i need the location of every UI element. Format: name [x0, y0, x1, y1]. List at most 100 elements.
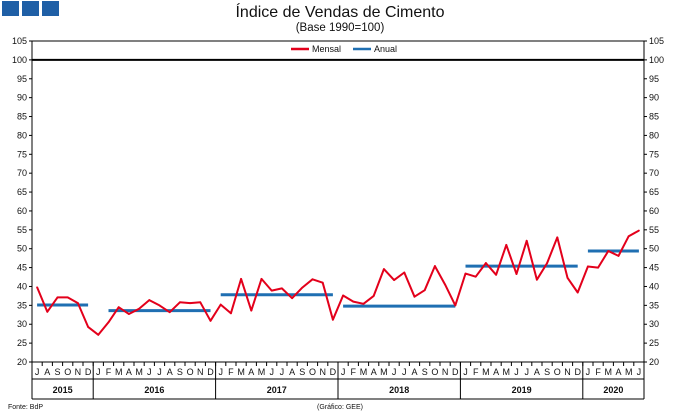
credit-note: (Gráfico: GEE) — [317, 404, 363, 411]
monthly-point — [393, 279, 395, 281]
monthly-point — [230, 312, 232, 315]
x-month-label: O — [554, 367, 561, 377]
x-month-label: S — [299, 367, 305, 377]
y-tick-label-left: 85 — [17, 112, 27, 122]
x-month-label: N — [197, 367, 204, 377]
y-tick-label-right: 20 — [649, 357, 659, 367]
monthly-point — [97, 333, 100, 336]
monthly-point — [127, 313, 130, 315]
monthly-point — [332, 318, 334, 321]
monthly-point — [536, 278, 538, 281]
x-month-label: A — [534, 367, 540, 377]
x-month-label: A — [289, 367, 295, 377]
y-tick-label-left: 65 — [17, 187, 27, 197]
monthly-point — [638, 229, 640, 232]
x-month-label: A — [167, 367, 173, 377]
monthly-point — [597, 266, 599, 269]
x-month-label: J — [341, 367, 346, 377]
x-month-label: J — [96, 367, 101, 377]
monthly-point — [546, 262, 548, 264]
monthly-point — [372, 295, 375, 297]
x-month-label: J — [402, 367, 407, 377]
monthly-point — [107, 321, 110, 324]
x-month-label: O — [187, 367, 194, 377]
y-tick-label-left: 20 — [17, 357, 27, 367]
monthly-point — [495, 273, 497, 276]
y-tick-label-right: 90 — [649, 93, 659, 103]
x-month-label: A — [248, 367, 254, 377]
y-tick-label-left: 55 — [17, 225, 27, 235]
y-tick-label-right: 65 — [649, 187, 659, 197]
monthly-point — [403, 271, 406, 274]
monthly-point — [556, 236, 559, 239]
x-month-label: A — [371, 367, 377, 377]
monthly-point — [240, 278, 243, 280]
y-tick-label-right: 40 — [649, 281, 659, 291]
x-month-label: J — [514, 367, 519, 377]
x-month-label: M — [605, 367, 613, 377]
x-month-label: J — [392, 367, 397, 377]
logo-square-2 — [22, 1, 39, 16]
chart-title: Índice de Vendas de Cimento — [235, 4, 445, 21]
x-month-label: F — [351, 367, 357, 377]
y-tick-label-right: 50 — [649, 244, 659, 254]
monthly-point — [77, 302, 79, 304]
monthly-point — [291, 297, 293, 300]
monthly-point — [270, 289, 273, 292]
x-month-label: M — [360, 367, 368, 377]
x-month-label: N — [75, 367, 82, 377]
y-tick-label-right: 85 — [649, 112, 659, 122]
legend-label: Anual — [374, 44, 397, 54]
y-tick-label-left: 95 — [17, 74, 27, 84]
y-tick-label-left: 75 — [17, 149, 27, 159]
monthly-line — [36, 229, 640, 336]
y-tick-label-right: 45 — [649, 263, 659, 273]
monthly-point — [36, 286, 38, 289]
monthly-point — [576, 291, 579, 294]
x-month-label: S — [422, 367, 428, 377]
monthly-point — [515, 273, 518, 275]
source-note: Fonte: BdP — [8, 404, 43, 411]
x-month-label: F — [228, 367, 234, 377]
monthly-point — [362, 302, 365, 305]
y-tick-label-right: 100 — [649, 55, 664, 65]
y-tick-label-left: 50 — [17, 244, 27, 254]
x-month-label: D — [207, 367, 214, 377]
x-month-label: S — [177, 367, 183, 377]
chart-subtitle: (Base 1990=100) — [295, 22, 385, 34]
x-month-label: A — [44, 367, 50, 377]
y-tick-label-left: 40 — [17, 281, 27, 291]
x-month-label: F — [595, 367, 601, 377]
x-month-label: A — [411, 367, 417, 377]
x-month-label: M — [503, 367, 511, 377]
x-month-label: M — [115, 367, 123, 377]
monthly-point — [352, 300, 355, 303]
x-year-label: 2019 — [512, 385, 532, 395]
y-tick-label-left: 100 — [12, 55, 27, 65]
x-year-label: 2015 — [53, 385, 73, 395]
monthly-point — [505, 244, 508, 246]
monthly-point — [587, 265, 589, 268]
x-month-label: M — [258, 367, 266, 377]
x-month-label: J — [147, 367, 152, 377]
monthly-point — [189, 302, 192, 304]
x-month-label: D — [574, 367, 581, 377]
monthly-point — [179, 301, 181, 304]
x-month-label: D — [452, 367, 459, 377]
x-month-label: J — [269, 367, 274, 377]
x-year-label: 2018 — [389, 385, 409, 395]
y-tick-label-right: 25 — [649, 338, 659, 348]
y-tick-label-right: 75 — [649, 149, 659, 159]
monthly-point — [168, 311, 171, 314]
monthly-point — [321, 281, 324, 284]
y-tick-label-right: 55 — [649, 225, 659, 235]
x-month-label: M — [380, 367, 388, 377]
x-month-label: O — [431, 367, 438, 377]
y-tick-label-right: 105 — [649, 36, 664, 46]
x-month-label: F — [473, 367, 479, 377]
x-month-label: D — [85, 367, 92, 377]
x-month-label: J — [218, 367, 223, 377]
monthly-point — [474, 275, 477, 278]
